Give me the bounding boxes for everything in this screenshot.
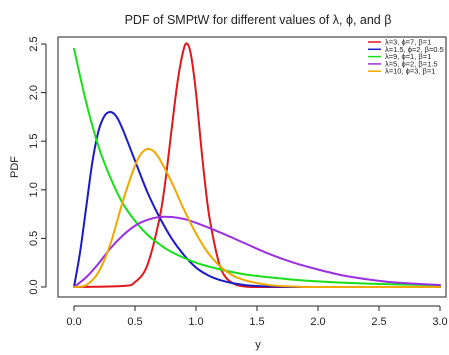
legend-label: λ=1.5, ϕ=2, β=0.5 xyxy=(385,45,444,54)
legend-label: λ=10, ϕ=3, β=1 xyxy=(385,67,435,76)
legend-label: λ=5, ϕ=2, β=1.5 xyxy=(385,59,438,68)
x-axis: 0.0 0.5 1.0 1.5 2.0 2.5 3.0 xyxy=(66,306,448,328)
x-tick-label: 1.0 xyxy=(188,316,203,328)
y-tick-label: 0.0 xyxy=(28,279,40,294)
series-line xyxy=(73,147,441,288)
series-line xyxy=(73,215,441,288)
x-axis-title: y xyxy=(255,339,261,351)
x-tick-label: 2.5 xyxy=(371,316,386,328)
x-tick-label: 3.0 xyxy=(432,316,447,328)
y-axis-title: PDF xyxy=(9,156,21,178)
y-tick-label: 2.0 xyxy=(28,85,40,100)
series-line xyxy=(73,111,441,288)
legend: λ=3, ϕ=7, β=1λ=1.5, ϕ=2, β=0.5λ=9, ϕ=1, … xyxy=(368,38,444,76)
legend-label: λ=9, ϕ=1, β=1 xyxy=(385,52,431,61)
chart-title: PDF of SMPtW for different values of λ, … xyxy=(125,13,392,27)
axes xyxy=(45,44,440,307)
plot-frame xyxy=(57,36,447,298)
x-tick-label: 0.5 xyxy=(127,316,142,328)
y-tick-label: 1.0 xyxy=(28,182,40,197)
series-line xyxy=(73,42,441,288)
y-tick-label: 2.5 xyxy=(28,36,40,51)
series-group xyxy=(73,42,441,288)
series-line xyxy=(73,47,441,287)
y-tick-label: 1.5 xyxy=(28,134,40,149)
y-axis: 0.0 0.5 1.0 1.5 2.0 2.5 xyxy=(28,36,46,295)
x-tick-label: 1.5 xyxy=(249,316,264,328)
x-tick-label: 2.0 xyxy=(310,316,325,328)
x-tick-label: 0.0 xyxy=(66,316,81,328)
legend-label: λ=3, ϕ=7, β=1 xyxy=(385,38,431,47)
y-tick-label: 0.5 xyxy=(28,231,40,246)
